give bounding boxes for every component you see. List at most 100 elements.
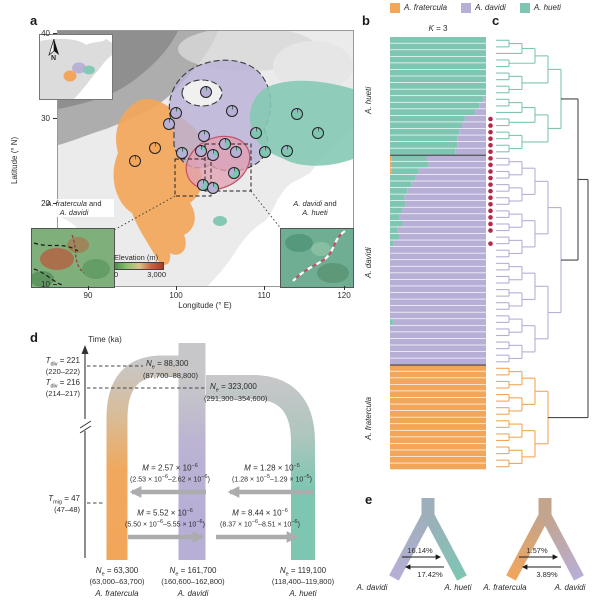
xtick-90: 90 bbox=[83, 291, 93, 300]
ytick-30: 30 bbox=[41, 114, 50, 123]
map-pie bbox=[280, 144, 293, 157]
map-pie bbox=[175, 147, 188, 160]
pop-name-hueti: A. hueti bbox=[289, 589, 317, 598]
m-fratercula-to-davidi-range: (5.50 × 10−6–5.55 × 10−6) bbox=[125, 519, 205, 529]
fratercula-swatch bbox=[390, 3, 400, 13]
map-pie bbox=[249, 127, 262, 139]
admixed-individual-dot bbox=[488, 208, 493, 214]
ne-davidi: Ne = 161,700 bbox=[169, 566, 217, 578]
admixed-individual-dot bbox=[488, 221, 493, 227]
overview-inset-map bbox=[40, 38, 112, 99]
panel-c-label: c bbox=[492, 13, 500, 28]
map-pie bbox=[206, 148, 219, 161]
admixed-individual-dot bbox=[488, 149, 493, 155]
ytick-10: 10 bbox=[41, 280, 50, 289]
tmig-range: (47–48) bbox=[54, 505, 80, 514]
admixed-individual-dot bbox=[488, 123, 493, 128]
legend-label: A. fratercula bbox=[404, 3, 448, 12]
group-label-hueti: A. hueti bbox=[364, 86, 373, 114]
terrain-inset-left bbox=[31, 228, 115, 288]
m-fratercula-to-davidi: M = 5.52 × 10−6 bbox=[137, 508, 193, 518]
ne-anc-label: Ne = 323,000 bbox=[210, 382, 257, 394]
m-davidi-to-hueti-range: (8.37 × 10−6–8.51 × 10−6) bbox=[220, 519, 300, 529]
map-pie bbox=[170, 106, 182, 119]
elevation-gradient-bar bbox=[114, 262, 164, 270]
map-pie bbox=[290, 107, 303, 120]
ne-fratercula: Ne = 63,300 bbox=[95, 566, 139, 578]
north-arrow-icon bbox=[54, 39, 59, 55]
ne-hueti: Ne = 119,100 bbox=[279, 566, 327, 578]
m-hueti-to-davidi-range: (1.28 × 10−5–1.29 × 10−5) bbox=[232, 474, 312, 484]
admixed-individual-dot bbox=[488, 156, 493, 161]
e-left-forward-pct: 16.14% bbox=[407, 546, 433, 555]
e-right-forward-pct: 1.57% bbox=[526, 546, 548, 555]
xtick-110: 110 bbox=[257, 291, 271, 300]
legend-item-davidi: A. davidi bbox=[461, 3, 506, 13]
map-pie bbox=[128, 155, 141, 168]
ne-anc-range: (291,300–354,600) bbox=[204, 394, 268, 403]
admixed-individual-dot bbox=[488, 136, 493, 141]
admixed-individual-dot bbox=[488, 129, 493, 135]
tdiv2-label: Tdiv = 216 bbox=[45, 378, 80, 390]
hueti-swatch bbox=[519, 3, 530, 13]
map-x-axis-label: Longitude (° E) bbox=[178, 301, 232, 310]
elevation-max: 3,000 bbox=[147, 270, 166, 279]
admixed-individual-dot bbox=[488, 241, 493, 246]
axis-break bbox=[79, 420, 92, 429]
e-left-backward-pct: 17.42% bbox=[417, 570, 443, 579]
ne-davidi-range: (160,600–162,800) bbox=[161, 577, 225, 586]
panel-e-label: e bbox=[365, 492, 373, 507]
zoom-box-left bbox=[174, 158, 212, 197]
tdiv1-range: (220–222) bbox=[45, 367, 80, 376]
davidi-swatch bbox=[461, 3, 472, 13]
structure-k-title: K = 3 bbox=[428, 24, 448, 33]
map-pie bbox=[227, 166, 240, 179]
north-label: N bbox=[51, 55, 57, 62]
elevation-title: Elevation (m) bbox=[114, 253, 159, 262]
e-left-taxon-hueti: A. hueti bbox=[444, 583, 472, 592]
tdiv2-range: (214–217) bbox=[45, 389, 80, 398]
admixed-individual-dot bbox=[488, 169, 493, 174]
hainan-island bbox=[213, 216, 227, 226]
ytick-20: 20 bbox=[41, 199, 50, 208]
pop-name-davidi: A. davidi bbox=[177, 589, 209, 598]
map-pie bbox=[218, 138, 231, 151]
map-y-axis-label: Latitude (° N) bbox=[10, 136, 19, 184]
ne-root-label: Ne = 88,300 bbox=[146, 359, 189, 371]
map-panel: N A. fratercula and A. davidi A. davidi a… bbox=[31, 30, 354, 288]
xtick-120: 120 bbox=[337, 291, 351, 300]
m-hueti-to-davidi: M = 1.28 × 10−5 bbox=[244, 463, 300, 473]
tmig-label: Tmig = 47 bbox=[48, 494, 80, 506]
map-pie bbox=[195, 144, 208, 157]
m-davidi-to-fratercula: M = 2.57 × 10−6 bbox=[142, 463, 198, 473]
e-right-taxon-fratercula: A. fratercula bbox=[483, 583, 527, 592]
panel-b-label: b bbox=[362, 13, 370, 28]
admixed-individual-dot bbox=[488, 228, 493, 233]
admixed-individual-dot bbox=[488, 175, 493, 181]
range-hueti bbox=[249, 80, 353, 166]
pop-name-fratercula: A. fratercula bbox=[95, 589, 139, 598]
map-pie bbox=[149, 142, 162, 155]
map-pie bbox=[258, 146, 271, 159]
ne-hueti-range: (118,400–119,800) bbox=[271, 577, 335, 586]
elevation-legend: Elevation (m) 0 3,000 bbox=[114, 253, 166, 279]
xtick-100: 100 bbox=[169, 291, 183, 300]
phylogenetic-tree bbox=[488, 39, 589, 468]
ne-root-range: (87,700–88,800) bbox=[143, 371, 199, 380]
legend-label: A. davidi bbox=[475, 3, 506, 12]
legend-item-hueti: A. hueti bbox=[519, 3, 561, 13]
species-legend: A. fratercula A. davidi A. hueti bbox=[390, 3, 561, 13]
legend-item-fratercula: A. fratercula bbox=[390, 3, 447, 13]
admixed-individual-dot bbox=[488, 215, 493, 220]
admixed-individual-dot bbox=[488, 195, 493, 201]
m-davidi-to-hueti: M = 8.44 × 10−6 bbox=[232, 508, 288, 518]
e-left-taxon-davidi: A. davidi bbox=[356, 583, 388, 592]
structure-plot bbox=[390, 37, 486, 470]
elevation-min: 0 bbox=[114, 270, 119, 279]
connector-right bbox=[250, 190, 283, 231]
inset-right-label: A. davidi and A. hueti bbox=[277, 199, 353, 217]
panel-a-label: a bbox=[30, 13, 38, 28]
map-pie bbox=[226, 105, 239, 118]
admixed-individual-dot bbox=[488, 142, 493, 148]
